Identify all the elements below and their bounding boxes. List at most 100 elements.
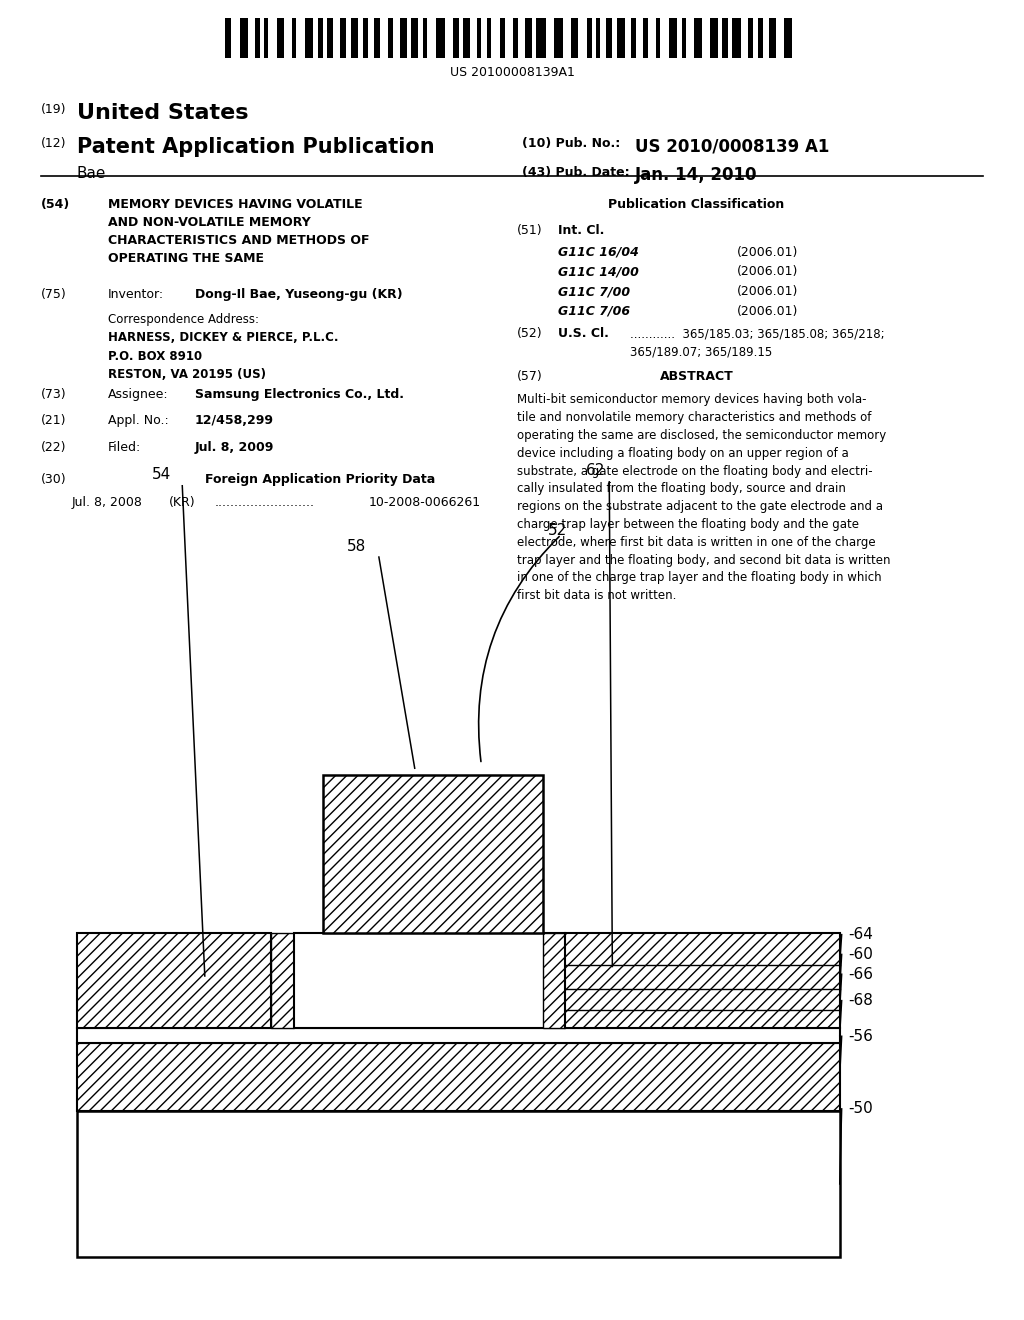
Text: (KR): (KR) xyxy=(169,496,196,510)
Text: US 20100008139A1: US 20100008139A1 xyxy=(450,66,574,79)
Bar xyxy=(769,18,776,58)
Text: Publication Classification: Publication Classification xyxy=(608,198,784,211)
Bar xyxy=(399,18,407,58)
Bar xyxy=(783,18,793,58)
Bar xyxy=(374,18,380,58)
Text: -60: -60 xyxy=(848,946,872,962)
Bar xyxy=(255,18,260,58)
Text: (2006.01): (2006.01) xyxy=(737,285,799,298)
Bar xyxy=(732,18,740,58)
Text: (2006.01): (2006.01) xyxy=(737,305,799,318)
Text: U.S. Cl.: U.S. Cl. xyxy=(558,327,609,341)
Bar xyxy=(722,18,728,58)
Bar xyxy=(453,18,459,58)
Bar xyxy=(264,18,268,58)
Bar xyxy=(500,18,506,58)
Bar xyxy=(565,933,840,1028)
Bar xyxy=(411,18,418,58)
Text: Filed:: Filed: xyxy=(108,441,140,454)
Text: Samsung Electronics Co., Ltd.: Samsung Electronics Co., Ltd. xyxy=(195,388,403,401)
Bar xyxy=(631,18,637,58)
Bar xyxy=(513,18,518,58)
Text: Inventor:: Inventor: xyxy=(108,288,164,301)
Bar xyxy=(77,933,271,1028)
Text: -66: -66 xyxy=(848,966,872,982)
Bar xyxy=(543,933,565,1028)
Text: Multi-bit semiconductor memory devices having both vola-
tile and nonvolatile me: Multi-bit semiconductor memory devices h… xyxy=(517,393,891,602)
Text: 12/458,299: 12/458,299 xyxy=(195,414,273,428)
Bar xyxy=(77,1028,840,1043)
Text: 62: 62 xyxy=(587,463,605,478)
Bar xyxy=(435,18,444,58)
Bar xyxy=(388,18,393,58)
Text: 52: 52 xyxy=(548,523,567,539)
Text: (52): (52) xyxy=(517,327,543,341)
Text: -50: -50 xyxy=(848,1101,872,1117)
Text: (21): (21) xyxy=(41,414,67,428)
Bar xyxy=(225,18,231,58)
Text: ABSTRACT: ABSTRACT xyxy=(659,370,733,383)
Text: Dong-Il Bae, Yuseong-gu (KR): Dong-Il Bae, Yuseong-gu (KR) xyxy=(195,288,402,301)
Bar xyxy=(537,18,546,58)
Text: ............  365/185.03; 365/185.08; 365/218;: ............ 365/185.03; 365/185.08; 365… xyxy=(630,327,885,341)
Text: (54): (54) xyxy=(41,198,71,211)
Text: RESTON, VA 20195 (US): RESTON, VA 20195 (US) xyxy=(108,368,265,381)
Text: 10-2008-0066261: 10-2008-0066261 xyxy=(369,496,480,510)
Bar xyxy=(276,18,284,58)
Text: 58: 58 xyxy=(347,540,366,554)
Text: (12): (12) xyxy=(41,137,67,150)
Text: -56: -56 xyxy=(848,1028,872,1044)
Bar xyxy=(476,18,481,58)
Bar xyxy=(748,18,754,58)
Text: (10) Pub. No.:: (10) Pub. No.: xyxy=(522,137,621,150)
Text: Foreign Application Priority Data: Foreign Application Priority Data xyxy=(205,473,435,486)
Bar xyxy=(351,18,358,58)
Bar xyxy=(318,18,323,58)
Text: Bae: Bae xyxy=(77,166,106,181)
Bar xyxy=(292,18,296,58)
Bar xyxy=(643,18,648,58)
Text: Int. Cl.: Int. Cl. xyxy=(558,224,604,238)
Bar xyxy=(77,1043,840,1111)
Text: MEMORY DEVICES HAVING VOLATILE
AND NON-VOLATILE MEMORY
CHARACTERISTICS AND METHO: MEMORY DEVICES HAVING VOLATILE AND NON-V… xyxy=(108,198,369,265)
Bar xyxy=(656,18,660,58)
Bar xyxy=(682,18,686,58)
Text: 365/189.07; 365/189.15: 365/189.07; 365/189.15 xyxy=(630,346,772,359)
Text: G11C 14/00: G11C 14/00 xyxy=(558,265,639,279)
Bar xyxy=(423,18,427,58)
Text: G11C 7/00: G11C 7/00 xyxy=(558,285,630,298)
Bar xyxy=(617,18,626,58)
Text: Correspondence Address:: Correspondence Address: xyxy=(108,313,258,326)
Text: Appl. No.:: Appl. No.: xyxy=(108,414,168,428)
Bar xyxy=(241,18,248,58)
Text: (43) Pub. Date:: (43) Pub. Date: xyxy=(522,166,630,180)
Text: Jan. 14, 2010: Jan. 14, 2010 xyxy=(635,166,758,185)
Text: Jul. 8, 2009: Jul. 8, 2009 xyxy=(195,441,274,454)
Text: G11C 16/04: G11C 16/04 xyxy=(558,246,639,259)
Text: P.O. BOX 8910: P.O. BOX 8910 xyxy=(108,350,202,363)
Text: US 2010/0008139 A1: US 2010/0008139 A1 xyxy=(635,137,829,156)
Text: -68: -68 xyxy=(848,993,872,1008)
Bar xyxy=(694,18,702,58)
Bar xyxy=(271,933,294,1028)
Bar xyxy=(554,18,562,58)
Text: HARNESS, DICKEY & PIERCE, P.L.C.: HARNESS, DICKEY & PIERCE, P.L.C. xyxy=(108,331,338,345)
Text: .........................: ......................... xyxy=(215,496,315,510)
Text: (75): (75) xyxy=(41,288,67,301)
Text: Jul. 8, 2008: Jul. 8, 2008 xyxy=(72,496,142,510)
Text: United States: United States xyxy=(77,103,248,123)
Text: (19): (19) xyxy=(41,103,67,116)
Bar xyxy=(328,18,333,58)
Bar xyxy=(362,18,368,58)
Bar xyxy=(323,775,543,933)
Text: (57): (57) xyxy=(517,370,543,383)
Bar xyxy=(758,18,763,58)
Text: (2006.01): (2006.01) xyxy=(737,265,799,279)
Bar xyxy=(606,18,611,58)
Bar xyxy=(710,18,718,58)
Bar xyxy=(596,18,600,58)
Bar xyxy=(294,933,565,1028)
Bar xyxy=(588,18,592,58)
Text: 54: 54 xyxy=(153,467,171,482)
Bar xyxy=(571,18,579,58)
